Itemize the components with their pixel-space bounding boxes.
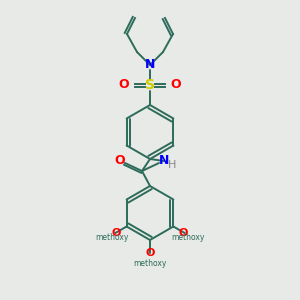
Text: O: O [115,154,125,166]
Text: O: O [179,228,188,238]
Text: O: O [112,228,121,238]
Text: methoxy: methoxy [95,233,128,242]
Text: methoxy: methoxy [172,233,205,242]
Text: N: N [159,154,169,167]
Text: S: S [145,78,155,92]
Text: O: O [145,248,155,258]
Text: methoxy: methoxy [133,259,167,268]
Text: H: H [168,160,176,170]
Text: O: O [171,79,181,92]
Text: N: N [145,58,155,71]
Text: O: O [119,79,129,92]
